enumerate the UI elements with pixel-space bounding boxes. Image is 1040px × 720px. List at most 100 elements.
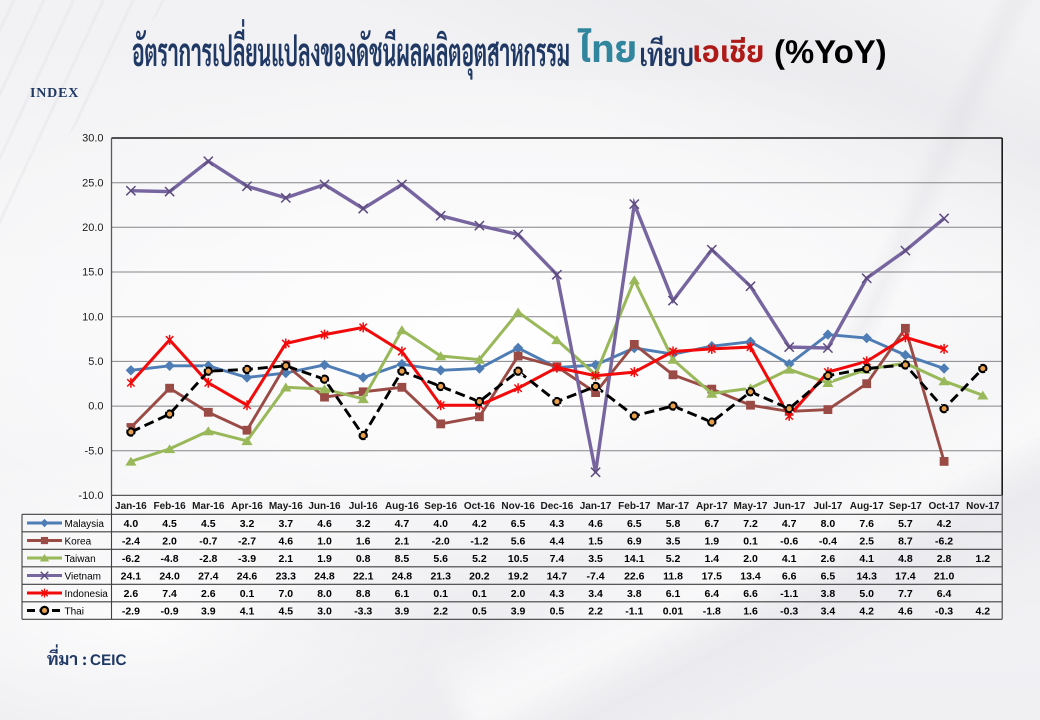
svg-text:4.0: 4.0 (433, 518, 448, 530)
svg-text:4.5: 4.5 (162, 518, 177, 530)
svg-text:Jul-16: Jul-16 (349, 501, 378, 512)
svg-text:-0.7: -0.7 (199, 535, 217, 547)
svg-text:24.1: 24.1 (121, 570, 142, 582)
svg-text:13.4: 13.4 (740, 570, 761, 582)
svg-text:6.1: 6.1 (666, 588, 681, 600)
svg-text:1.6: 1.6 (743, 605, 758, 617)
svg-text:8.0: 8.0 (821, 518, 836, 530)
svg-text:4.5: 4.5 (278, 605, 293, 617)
svg-text:15.0: 15.0 (82, 267, 103, 279)
svg-text:5.8: 5.8 (666, 518, 681, 530)
svg-text:7.2: 7.2 (743, 518, 758, 530)
svg-text:2.0: 2.0 (743, 553, 758, 565)
svg-text:6.4: 6.4 (704, 588, 719, 600)
svg-text:Sep-17: Sep-17 (889, 501, 922, 512)
svg-text:7.7: 7.7 (898, 588, 913, 600)
svg-text:4.2: 4.2 (859, 605, 874, 617)
svg-text:1.5: 1.5 (588, 535, 603, 547)
svg-text:8.5: 8.5 (395, 553, 410, 565)
svg-text:Mar-16: Mar-16 (192, 501, 225, 512)
svg-text:5.7: 5.7 (898, 518, 913, 530)
svg-text:-0.3: -0.3 (935, 605, 953, 617)
svg-text:4.6: 4.6 (588, 518, 603, 530)
svg-text:Apr-17: Apr-17 (696, 501, 728, 512)
svg-text:-2.0: -2.0 (432, 535, 450, 547)
svg-text:Jan-16: Jan-16 (115, 501, 147, 512)
svg-text:0.8: 0.8 (356, 553, 371, 565)
svg-text:2.8: 2.8 (937, 553, 952, 565)
svg-text:14.3: 14.3 (856, 570, 877, 582)
svg-text:-1.1: -1.1 (780, 588, 798, 600)
svg-text:1.9: 1.9 (704, 535, 719, 547)
svg-text:3.7: 3.7 (278, 518, 293, 530)
svg-text:8.7: 8.7 (898, 535, 913, 547)
svg-text:24.0: 24.0 (159, 570, 180, 582)
svg-text:0.5: 0.5 (550, 605, 565, 617)
svg-text:7.6: 7.6 (859, 518, 874, 530)
svg-text:5.2: 5.2 (666, 553, 681, 565)
svg-text:Oct-16: Oct-16 (464, 501, 496, 512)
svg-text:Oct-17: Oct-17 (929, 501, 961, 512)
svg-text:-3.9: -3.9 (238, 553, 256, 565)
svg-text:-7.4: -7.4 (587, 570, 605, 582)
svg-text:-1.8: -1.8 (703, 605, 721, 617)
svg-text:6.9: 6.9 (627, 535, 642, 547)
svg-text:24.8: 24.8 (314, 570, 335, 582)
svg-text:21.3: 21.3 (430, 570, 451, 582)
svg-text:Jul-17: Jul-17 (813, 501, 842, 512)
svg-text:6.4: 6.4 (937, 588, 952, 600)
svg-text:25.0: 25.0 (82, 177, 103, 189)
svg-text:14.7: 14.7 (547, 570, 568, 582)
svg-text:Feb-16: Feb-16 (153, 501, 186, 512)
svg-text:4.3: 4.3 (550, 518, 565, 530)
svg-text:-6.2: -6.2 (122, 553, 140, 565)
svg-text:3.8: 3.8 (627, 588, 642, 600)
svg-text:Apr-16: Apr-16 (231, 501, 263, 512)
svg-text:14.1: 14.1 (624, 553, 645, 565)
svg-text:Aug-16: Aug-16 (385, 501, 419, 512)
svg-text:Jun-17: Jun-17 (773, 501, 806, 512)
svg-text:10.0: 10.0 (82, 311, 103, 323)
svg-text:4.6: 4.6 (898, 605, 913, 617)
svg-text:-1.2: -1.2 (470, 535, 488, 547)
svg-text:1.2: 1.2 (975, 553, 990, 565)
svg-text:2.2: 2.2 (588, 605, 603, 617)
svg-text:Sep-16: Sep-16 (424, 501, 457, 512)
svg-text:6.7: 6.7 (704, 518, 719, 530)
svg-text:0.1: 0.1 (472, 588, 487, 600)
svg-text:11.8: 11.8 (663, 570, 683, 582)
svg-text:May-17: May-17 (734, 501, 768, 512)
svg-text:24.6: 24.6 (237, 570, 258, 582)
svg-text:4.8: 4.8 (898, 553, 913, 565)
svg-text:0.01: 0.01 (663, 605, 684, 617)
svg-text:5.6: 5.6 (511, 535, 526, 547)
svg-text:Aug-17: Aug-17 (850, 501, 884, 512)
svg-text:6.1: 6.1 (395, 588, 410, 600)
svg-text:4.0: 4.0 (124, 518, 139, 530)
svg-text:-0.3: -0.3 (780, 605, 798, 617)
svg-text:3.0: 3.0 (317, 605, 332, 617)
svg-text:19.2: 19.2 (508, 570, 529, 582)
svg-text:Taiwan: Taiwan (65, 554, 96, 565)
svg-text:2.2: 2.2 (433, 605, 448, 617)
svg-text:1.4: 1.4 (704, 553, 719, 565)
svg-text:-5.0: -5.0 (85, 445, 104, 457)
svg-text:4.7: 4.7 (782, 518, 797, 530)
svg-text:17.4: 17.4 (895, 570, 916, 582)
svg-text:4.4: 4.4 (550, 535, 565, 547)
svg-text:4.1: 4.1 (240, 605, 255, 617)
svg-text:Jan-17: Jan-17 (580, 501, 612, 512)
svg-text:3.4: 3.4 (588, 588, 603, 600)
svg-text:3.9: 3.9 (511, 605, 526, 617)
svg-text:0.1: 0.1 (240, 588, 255, 600)
svg-text:22.6: 22.6 (624, 570, 645, 582)
svg-text:4.7: 4.7 (395, 518, 410, 530)
svg-text:Indonesia: Indonesia (65, 589, 109, 600)
svg-text:Thai: Thai (65, 606, 84, 617)
svg-text:2.0: 2.0 (162, 535, 177, 547)
svg-text:4.2: 4.2 (937, 518, 952, 530)
svg-text:2.6: 2.6 (201, 588, 216, 600)
svg-text:5.6: 5.6 (433, 553, 448, 565)
svg-text:4.6: 4.6 (278, 535, 293, 547)
svg-text:-10.0: -10.0 (78, 490, 103, 502)
